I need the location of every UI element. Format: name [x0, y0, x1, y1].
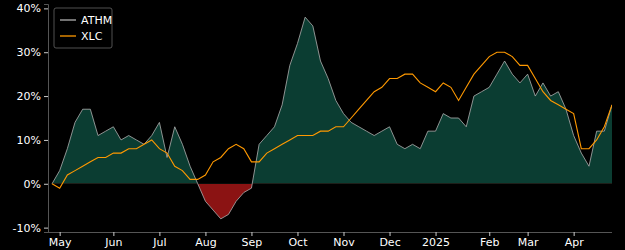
series-line [52, 52, 612, 188]
legend-swatch [60, 19, 76, 20]
y-tick-mark [44, 228, 48, 229]
y-tick-mark [44, 184, 48, 185]
x-tick: Sep [242, 232, 263, 249]
y-tick: 20% [17, 90, 48, 103]
x-tick-label: Feb [480, 236, 499, 249]
y-tick-mark [44, 140, 48, 141]
y-axis-line [44, 5, 49, 233]
legend-label: XLC [81, 30, 103, 43]
x-tick-label: Aug [195, 236, 216, 249]
x-tick-label: Mar [518, 236, 539, 249]
y-tick: 40% [17, 2, 48, 15]
x-tick-label: Nov [333, 236, 355, 249]
x-tick-label: Jul [152, 236, 166, 249]
legend: ATHM XLC [54, 8, 112, 48]
x-tick: Aug [195, 232, 216, 249]
y-tick-label: 0% [24, 178, 41, 191]
y-tick: 30% [17, 46, 48, 59]
x-tick: 2025 [422, 232, 450, 249]
legend-label: ATHM [81, 14, 112, 27]
x-tick: Dec [379, 232, 400, 249]
y-tick-label: 40% [17, 2, 41, 15]
y-tick: 10% [17, 134, 48, 147]
plot-area [52, 17, 612, 219]
y-tick: -10% [13, 222, 48, 235]
x-tick-label: Oct [288, 236, 308, 249]
area-negative [52, 184, 612, 219]
x-tick: Jun [104, 232, 122, 249]
y-tick: 0% [24, 178, 48, 191]
y-tick-label: -10% [13, 222, 41, 235]
x-tick: Nov [333, 232, 355, 249]
x-tick-label: Dec [379, 236, 400, 249]
x-tick: Jul [152, 232, 166, 249]
x-tick-label: May [49, 236, 72, 249]
y-tick-mark [44, 8, 48, 9]
x-tick-label: Jun [104, 236, 122, 249]
y-axis: -10% 0% 10% 20% 30% 40% [13, 2, 49, 234]
legend-swatch [60, 35, 76, 36]
series-line [52, 17, 612, 219]
x-axis-line [48, 232, 612, 233]
x-tick-label: 2025 [422, 236, 450, 249]
area-positive [52, 17, 612, 184]
y-tick-mark [44, 96, 48, 97]
x-tick-label: Apr [565, 236, 585, 249]
x-tick: Apr [565, 232, 585, 249]
x-tick-label: Sep [242, 236, 263, 249]
x-tick: Mar [518, 232, 539, 249]
chart: -10% 0% 10% 20% 30% 40% May Jun Jul Aug Sep Oct Nov D… [0, 0, 625, 250]
background [0, 0, 625, 250]
x-tick: Feb [480, 232, 499, 249]
x-tick: May [49, 232, 72, 249]
y-tick-label: 30% [17, 46, 41, 59]
y-tick-mark [44, 52, 48, 53]
legend-box [54, 8, 112, 48]
x-axis: May Jun Jul Aug Sep Oct Nov Dec 2025 Feb Mar Apr [48, 232, 612, 249]
x-tick: Oct [288, 232, 308, 249]
y-tick-label: 20% [17, 90, 41, 103]
y-tick-label: 10% [17, 134, 41, 147]
